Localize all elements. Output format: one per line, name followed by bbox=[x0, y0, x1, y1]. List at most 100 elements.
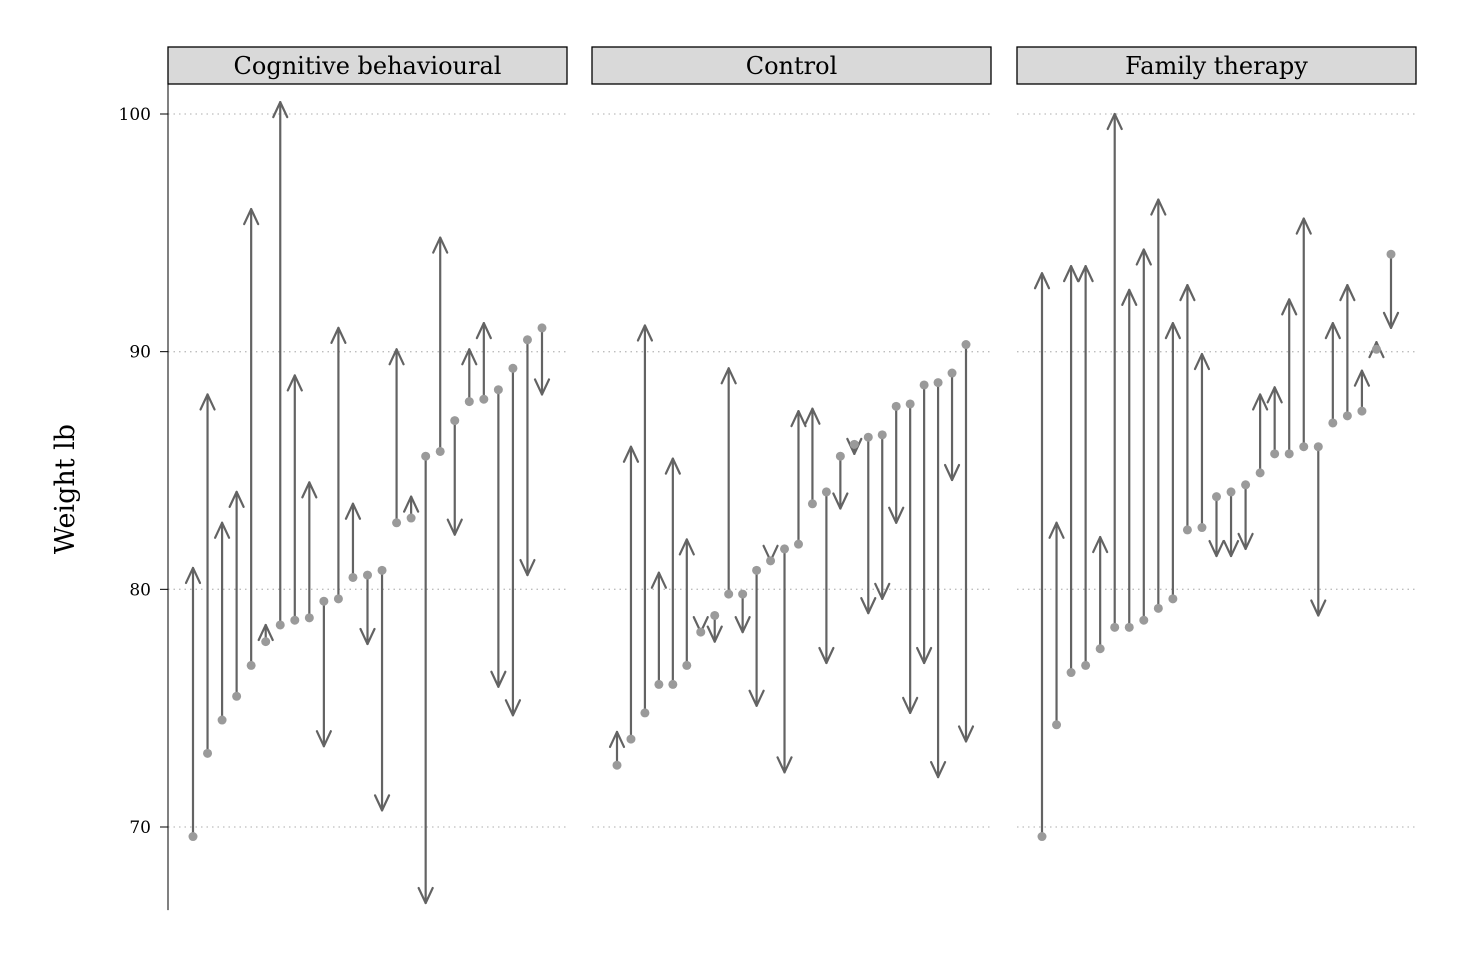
change-arrow-head bbox=[622, 445, 640, 463]
change-arrow-head bbox=[1295, 217, 1312, 235]
change-arrow-head bbox=[1252, 393, 1269, 411]
before-weight-point bbox=[261, 637, 271, 647]
before-weight-point bbox=[377, 565, 387, 575]
change-arrow-head bbox=[1179, 284, 1196, 302]
change-arrow-head bbox=[706, 625, 723, 643]
before-weight-point bbox=[537, 323, 547, 333]
change-arrow-head bbox=[1339, 284, 1356, 302]
change-arrow-head bbox=[1106, 112, 1123, 131]
before-weight-point bbox=[905, 399, 915, 409]
y-axis: 70 80 90 100 bbox=[119, 83, 169, 911]
before-weight-point bbox=[348, 572, 358, 582]
before-weight-point bbox=[1255, 468, 1265, 478]
data-marks bbox=[184, 101, 1400, 905]
before-weight-point bbox=[849, 439, 859, 449]
before-weight-point bbox=[710, 610, 720, 620]
before-weight-point bbox=[435, 446, 445, 456]
facet-panel bbox=[608, 324, 975, 779]
before-weight-point bbox=[696, 627, 706, 637]
facet-strip-label: Control bbox=[746, 52, 838, 80]
change-arrow-head bbox=[678, 538, 695, 556]
before-weight-point bbox=[304, 613, 314, 623]
change-arrow-head bbox=[403, 495, 420, 513]
change-arrow-head bbox=[533, 378, 551, 396]
before-weight-point bbox=[1168, 594, 1178, 604]
change-arrow-head bbox=[388, 348, 405, 366]
y-axis-title: Weight lb bbox=[50, 424, 81, 554]
change-arrow-head bbox=[1324, 322, 1341, 340]
change-arrow-head bbox=[1310, 599, 1327, 617]
change-arrow-head bbox=[475, 322, 492, 340]
before-weight-point bbox=[203, 748, 213, 758]
before-weight-point bbox=[1066, 668, 1076, 678]
before-weight-point bbox=[1182, 525, 1192, 535]
before-weight-point bbox=[1052, 720, 1062, 730]
change-arrow-head bbox=[1121, 288, 1138, 306]
before-weight-point bbox=[290, 615, 300, 625]
before-weight-point bbox=[1299, 442, 1309, 452]
before-weight-point bbox=[1139, 615, 1149, 625]
change-arrow-head bbox=[257, 623, 274, 642]
before-weight-point bbox=[1153, 603, 1163, 613]
change-arrow-head bbox=[1208, 539, 1225, 558]
change-arrow-head bbox=[213, 521, 231, 539]
y-tick-label: 100 bbox=[119, 105, 151, 125]
change-arrow-head bbox=[650, 571, 667, 589]
before-weight-point bbox=[508, 363, 518, 373]
before-weight-point bbox=[479, 394, 489, 404]
change-arrow-head bbox=[1353, 369, 1371, 387]
change-arrow-head bbox=[916, 646, 933, 665]
before-weight-point bbox=[1037, 832, 1047, 842]
before-weight-point bbox=[363, 570, 372, 580]
before-weight-point bbox=[464, 397, 474, 407]
change-arrow-head bbox=[272, 101, 289, 119]
change-arrow-head bbox=[519, 558, 536, 577]
before-weight-point bbox=[877, 430, 887, 440]
before-weight-point bbox=[1081, 660, 1091, 670]
before-weight-point bbox=[421, 451, 431, 461]
before-weight-point bbox=[1357, 406, 1367, 416]
before-weight-point bbox=[188, 832, 198, 842]
before-weight-point bbox=[626, 734, 636, 744]
change-arrow-head bbox=[804, 407, 821, 425]
before-weight-point bbox=[392, 518, 402, 528]
y-tick-label: 80 bbox=[129, 580, 151, 600]
before-weight-point bbox=[217, 715, 227, 725]
before-weight-point bbox=[1371, 344, 1381, 354]
change-arrow-head bbox=[874, 582, 891, 600]
facet-strip bbox=[1016, 46, 1417, 85]
before-weight-point bbox=[807, 499, 817, 509]
before-weight-point bbox=[1124, 622, 1134, 632]
before-weight-point bbox=[654, 679, 664, 689]
facet-strips: Cognitive behavioural Control Family thera… bbox=[167, 46, 1417, 85]
before-weight-point bbox=[450, 416, 460, 426]
change-arrow-head bbox=[664, 457, 681, 475]
before-weight-point bbox=[933, 378, 943, 388]
change-arrow-head bbox=[1077, 265, 1094, 283]
before-weight-point bbox=[1313, 442, 1323, 452]
facet-panel bbox=[184, 101, 551, 905]
change-arrow-head bbox=[832, 492, 849, 510]
change-arrow-head bbox=[846, 437, 863, 455]
change-arrow-head bbox=[184, 566, 202, 585]
before-weight-point bbox=[682, 660, 692, 670]
before-weight-point bbox=[1284, 449, 1294, 459]
change-arrow-head bbox=[1150, 198, 1167, 216]
gridlines bbox=[168, 113, 1416, 828]
change-arrow-head bbox=[1092, 535, 1109, 554]
before-weight-point bbox=[522, 335, 532, 345]
before-weight-point bbox=[1197, 523, 1207, 533]
before-weight-point bbox=[1328, 418, 1338, 428]
change-arrow-head bbox=[888, 506, 905, 524]
change-arrow-head bbox=[818, 646, 835, 665]
change-arrow-head bbox=[1237, 532, 1254, 551]
y-tick-label: 70 bbox=[129, 818, 151, 838]
change-arrow-head bbox=[734, 616, 751, 634]
change-arrow-head bbox=[432, 236, 449, 254]
before-weight-point bbox=[919, 380, 929, 390]
change-arrow-head bbox=[1368, 341, 1385, 359]
before-weight-point bbox=[275, 620, 285, 630]
y-tick-label: 90 bbox=[129, 343, 151, 363]
change-arrow-head bbox=[1164, 322, 1181, 340]
